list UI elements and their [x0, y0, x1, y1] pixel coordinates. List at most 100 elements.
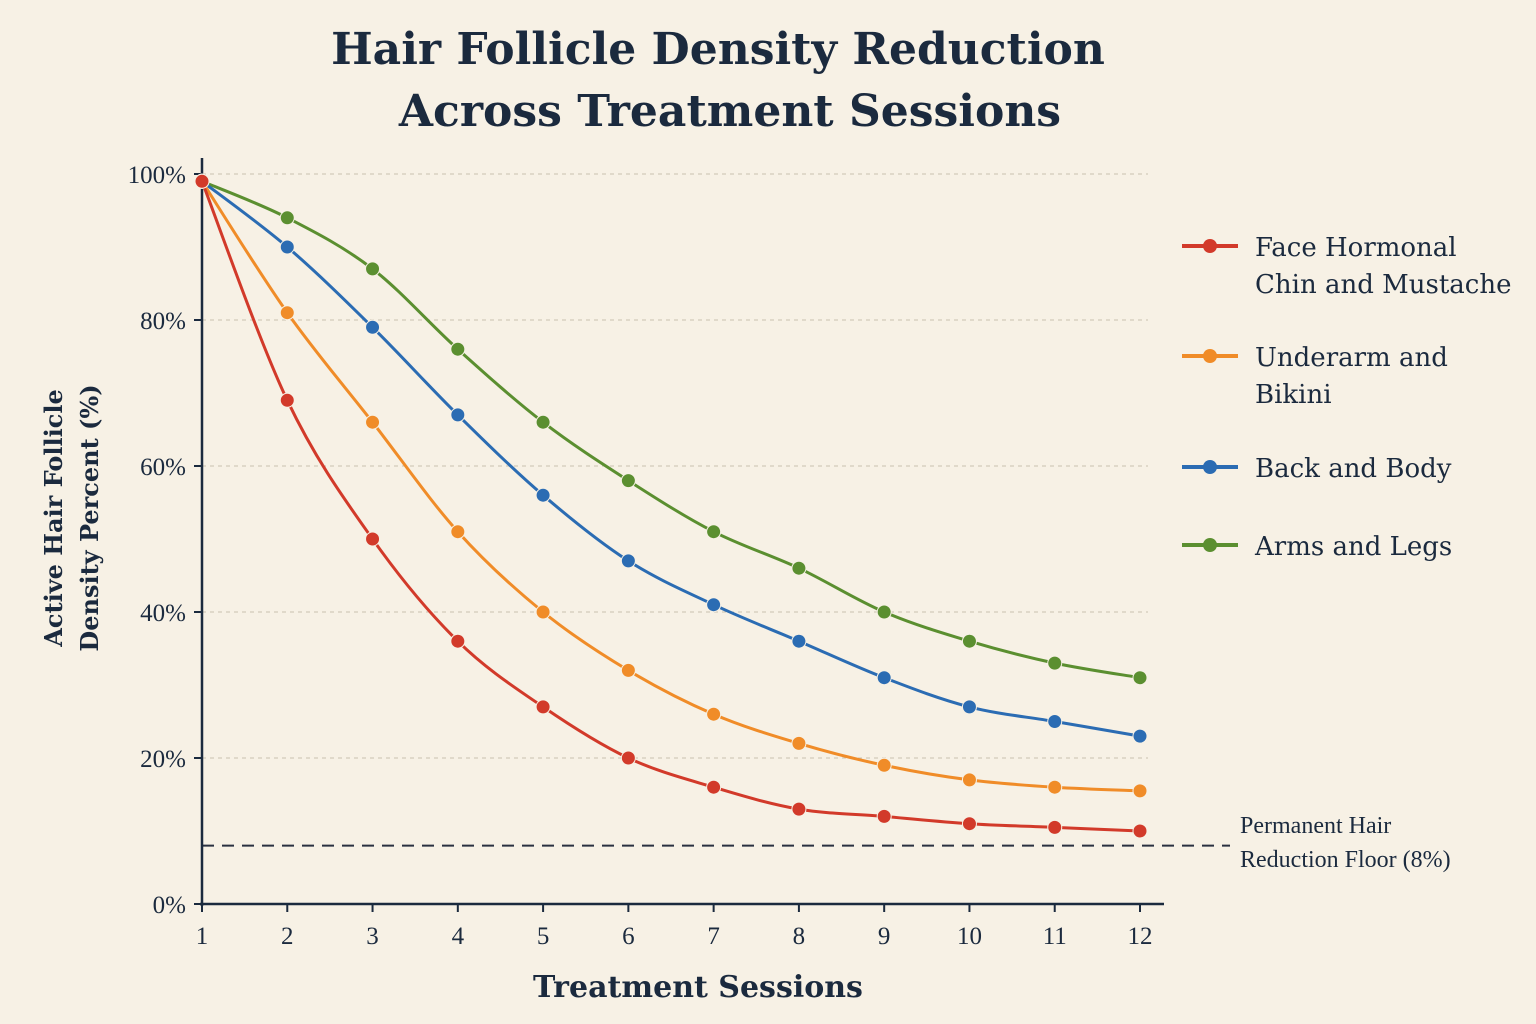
legend-label-3-line-0: Arms and Legs [1254, 532, 1452, 562]
data-point-0-9 [876, 808, 892, 824]
data-point-0-2 [279, 392, 295, 408]
x-tick-label-6: 6 [622, 923, 635, 950]
data-point-0-10 [961, 816, 977, 832]
data-point-2-8 [791, 633, 807, 649]
reference-label-line-1: Permanent Hair [1240, 813, 1391, 839]
data-point-3-6 [620, 473, 636, 489]
data-point-0-7 [706, 779, 722, 795]
data-point-2-3 [365, 319, 381, 335]
legend-item-3: Arms and Legs [1182, 532, 1452, 562]
series-0 [194, 173, 1148, 839]
x-tick-label-4: 4 [452, 923, 465, 950]
y-axis-title: Active Hair Follicle Density Percent (%) [39, 384, 104, 651]
data-point-1-2 [279, 305, 295, 321]
data-point-1-3 [365, 414, 381, 430]
legend-label-0-line-1: Chin and Mustache [1255, 270, 1511, 300]
series-line-1 [200, 180, 1141, 793]
chart-title-line-2: Across Treatment Sessions [398, 86, 1061, 137]
y-axis-title-line-2: Density Percent (%) [75, 384, 104, 651]
series-lines [194, 173, 1148, 839]
data-point-2-7 [706, 597, 722, 613]
data-point-0-5 [535, 699, 551, 715]
legend-item-0: Face Hormonal Chin and Mustache [1182, 233, 1511, 300]
y-tick-labels: 0% 20% 40% 60% 80% 100% [128, 162, 186, 919]
data-point-2-12 [1132, 728, 1148, 744]
data-point-1-9 [876, 757, 892, 773]
x-tick-label-11: 11 [1043, 923, 1067, 950]
y-axis-title-line-1: Active Hair Follicle [39, 389, 68, 647]
legend-swatch-marker-3 [1203, 538, 1217, 552]
data-point-2-10 [961, 699, 977, 715]
grid-lines [202, 173, 1148, 759]
data-point-1-10 [961, 772, 977, 788]
data-point-0-11 [1047, 819, 1063, 835]
data-point-1-7 [706, 706, 722, 722]
x-tick-labels: 1 2 3 4 5 6 7 8 9 10 11 12 [196, 923, 1153, 950]
legend-item-1: Underarm and Bikini [1182, 343, 1448, 410]
series-3 [194, 173, 1148, 686]
series-1 [194, 173, 1148, 799]
series-line-3 [201, 179, 1141, 680]
legend-label-2-line-0: Back and Body [1255, 454, 1452, 484]
data-point-2-9 [876, 670, 892, 686]
data-point-3-8 [791, 560, 807, 576]
legend-item-2: Back and Body [1182, 454, 1452, 484]
data-point-0-8 [791, 801, 807, 817]
axes [194, 158, 1164, 912]
data-point-0-6 [620, 750, 636, 766]
chart-title-line-1: Hair Follicle Density Reduction [331, 24, 1105, 75]
data-point-3-4 [450, 341, 466, 357]
reference-label-line-2: Reduction Floor (8%) [1240, 847, 1451, 873]
data-point-2-4 [450, 407, 466, 423]
chart-title: Hair Follicle Density Reduction Across T… [331, 24, 1105, 137]
data-point-1-4 [450, 524, 466, 540]
data-point-3-9 [876, 604, 892, 620]
data-point-3-3 [365, 261, 381, 277]
x-tick-label-12: 12 [1128, 923, 1153, 950]
x-tick-label-1: 1 [196, 923, 209, 950]
data-point-3-5 [535, 414, 551, 430]
data-point-1-11 [1047, 779, 1063, 795]
data-point-2-11 [1047, 714, 1063, 729]
legend-label-0-line-0: Face Hormonal [1255, 233, 1457, 263]
data-point-1-12 [1132, 783, 1148, 799]
legend-label-1-line-1: Bikini [1255, 380, 1332, 410]
x-tick-label-9: 9 [878, 923, 891, 950]
x-tick-label-10: 10 [957, 923, 982, 950]
y-tick-label-100: 100% [128, 162, 186, 189]
x-tick-label-7: 7 [707, 923, 720, 950]
series-line-2 [201, 180, 1141, 738]
y-tick-label-40: 40% [140, 600, 186, 627]
legend-label-1-line-0: Underarm and [1255, 343, 1448, 373]
data-point-3-2 [279, 210, 295, 226]
data-point-1-6 [620, 662, 636, 678]
y-tick-label-0: 0% [153, 892, 186, 919]
data-point-0-4 [450, 633, 466, 649]
y-tick-label-60: 60% [140, 454, 186, 481]
data-point-1-8 [791, 735, 807, 751]
legend-swatch-marker-0 [1203, 239, 1217, 253]
data-point-0-12 [1132, 823, 1148, 839]
x-tick-label-5: 5 [537, 923, 550, 950]
data-point-3-12 [1132, 670, 1148, 686]
data-point-3-10 [961, 633, 977, 649]
data-point-2-6 [620, 553, 636, 569]
data-point-2-5 [535, 487, 551, 503]
data-point-3-11 [1047, 655, 1063, 671]
series-2 [194, 173, 1148, 744]
data-point-0-3 [365, 531, 381, 547]
data-point-2-2 [279, 239, 295, 255]
legend: Face Hormonal Chin and Mustache Underarm a… [1182, 233, 1511, 562]
data-point-0-1 [194, 173, 210, 189]
x-tick-label-3: 3 [366, 923, 379, 950]
data-point-3-7 [706, 524, 722, 540]
reference-line-label: Permanent Hair Reduction Floor (8%) [1240, 813, 1451, 873]
x-tick-label-8: 8 [793, 923, 806, 950]
x-axis-title: Treatment Sessions [533, 970, 863, 1005]
legend-swatch-marker-1 [1203, 349, 1217, 363]
data-point-1-5 [535, 604, 551, 620]
legend-swatch-marker-2 [1203, 460, 1217, 474]
y-tick-label-80: 80% [140, 308, 186, 335]
x-tick-label-2: 2 [281, 923, 294, 950]
